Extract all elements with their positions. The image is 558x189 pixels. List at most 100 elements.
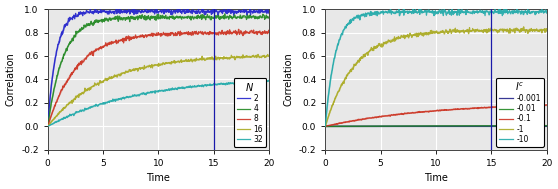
-1 [520,26,527,28]
16 [226,57,233,59]
Legend: 2, 4, 8, 16, 32: 2, 4, 8, 16, 32 [234,78,266,147]
2 [261,11,268,13]
32 [261,80,267,82]
2 [150,11,156,13]
-1 [454,29,460,31]
16 [44,125,51,128]
Line: -1: -1 [325,27,547,126]
8 [176,33,183,36]
32 [164,89,171,92]
-0.01 [322,125,329,128]
-0.01 [454,125,460,127]
32 [263,78,270,81]
Y-axis label: Correlation: Correlation [283,53,293,106]
32 [150,90,156,92]
Legend: -0.001, -0.01, -0.1, -1, -10: -0.001, -0.01, -0.1, -1, -10 [496,77,543,147]
-0.1 [427,110,434,112]
Line: 2: 2 [47,7,269,126]
-0.1 [322,125,329,128]
8 [151,33,157,35]
8 [226,33,233,35]
16 [164,62,171,65]
2 [44,125,51,128]
16 [266,55,272,57]
-0.001 [442,125,449,127]
32 [226,82,233,84]
2 [151,10,157,13]
2 [185,6,191,9]
-0.01 [543,125,550,127]
-1 [429,32,435,35]
-1 [543,30,550,32]
Line: 32: 32 [47,80,269,126]
16 [151,65,157,67]
-0.001 [503,125,510,127]
8 [266,32,272,34]
Line: -0.1: -0.1 [325,105,547,126]
-0.001 [429,125,435,127]
32 [44,125,51,128]
32 [151,90,157,92]
-0.001 [427,125,434,127]
-1 [538,32,545,34]
2 [266,10,272,12]
Line: -10: -10 [325,8,547,126]
32 [176,86,183,89]
4 [150,17,156,19]
-0.1 [543,104,550,106]
8 [261,32,268,34]
16 [254,53,261,56]
-0.01 [503,125,510,127]
-0.001 [454,125,460,127]
-0.001 [322,125,329,128]
-0.1 [454,108,460,110]
-10 [427,11,434,13]
-0.1 [538,104,545,107]
2 [164,10,171,12]
-1 [322,125,329,128]
4 [44,125,51,128]
Line: 8: 8 [47,29,269,126]
8 [235,28,242,30]
16 [150,64,156,67]
8 [164,35,171,37]
16 [261,54,268,57]
-0.001 [538,125,545,127]
-0.1 [442,109,449,111]
-0.01 [442,125,449,127]
-1 [503,30,510,33]
-10 [449,7,455,9]
-1 [442,31,449,33]
-0.1 [528,104,535,106]
4 [176,16,183,18]
-0.1 [503,105,510,108]
-10 [504,9,511,11]
4 [151,16,157,18]
-0.01 [538,125,545,127]
4 [266,17,272,19]
-10 [538,8,545,11]
8 [44,125,51,128]
-0.01 [429,125,435,127]
-10 [442,9,449,12]
-0.001 [542,125,549,127]
X-axis label: Time: Time [146,174,170,184]
-10 [543,12,550,14]
32 [266,80,272,82]
8 [150,35,156,37]
2 [176,10,183,12]
-0.1 [429,110,435,113]
4 [222,13,228,15]
-1 [427,29,434,32]
2 [227,9,233,11]
4 [261,14,268,17]
-10 [454,10,461,12]
-0.01 [427,125,434,127]
Y-axis label: Correlation: Correlation [6,53,16,106]
16 [176,61,183,64]
4 [227,14,233,16]
-10 [429,10,435,12]
-0.001 [543,125,550,127]
-0.01 [541,125,548,127]
-10 [322,125,329,128]
